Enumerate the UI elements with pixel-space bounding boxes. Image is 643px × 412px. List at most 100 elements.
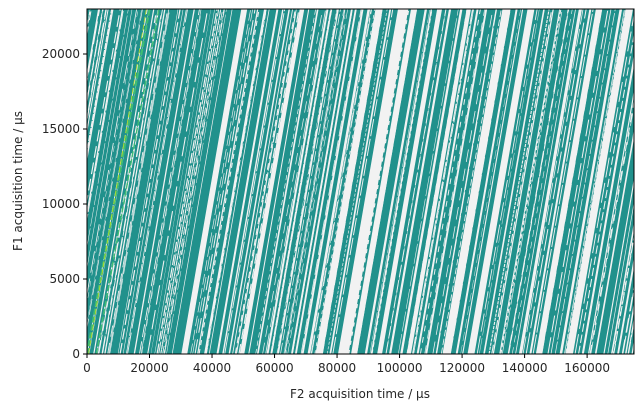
stripe-gap-57 — [365, 9, 427, 354]
x-tick-label-5: 100000 — [377, 361, 423, 375]
stripe-gap-67 — [87, 9, 107, 122]
stripe-gap-127 — [162, 9, 224, 354]
stripe-gap-24 — [332, 9, 394, 354]
stripe-gap-18 — [291, 9, 353, 354]
stripe-gap-131 — [127, 9, 188, 354]
stripe-gap-129 — [385, 9, 447, 354]
stripe-gap-30 — [242, 9, 304, 354]
heatmap-stripe-53 — [457, 9, 523, 354]
heatmap-stripe-70 — [604, 184, 634, 354]
stripe-gap-68 — [522, 9, 584, 354]
stripe-gap-120 — [277, 9, 339, 354]
x-tick-label-7: 140000 — [502, 361, 548, 375]
bright-ridge — [87, 9, 160, 354]
stripe-gap-8 — [525, 9, 587, 354]
stripe-gap-98 — [424, 9, 486, 354]
stripe-gap-121 — [469, 9, 530, 354]
stripe-gap-78 — [139, 9, 200, 354]
stripe-gap-34 — [622, 286, 634, 354]
heatmap-stripe-8 — [89, 9, 154, 354]
y-tick-label-3: 15000 — [42, 122, 80, 136]
stripe-gap-10 — [578, 32, 634, 354]
heatmap-stripe-57 — [493, 9, 560, 354]
stripe-gap-51 — [300, 9, 362, 354]
x-tick-label-6: 120000 — [439, 361, 485, 375]
heatmap-stripe-60 — [515, 9, 579, 354]
heatmap-stripe-59 — [508, 9, 576, 354]
heatmap-stripe-1 — [87, 9, 99, 73]
heatmap-stripe-69 — [596, 138, 634, 354]
heatmap-stripe-46 — [391, 9, 461, 354]
stripe-gap-15 — [224, 9, 286, 354]
heatmap-stripe-47 — [402, 9, 467, 354]
heatmap-stripe-19 — [172, 9, 242, 354]
stripe-gap-12 — [147, 9, 209, 354]
heatmap-stripe-26 — [230, 9, 293, 354]
heatmap-stripe-74 — [626, 310, 634, 354]
stripe-gap-118 — [158, 9, 220, 354]
stripe-gap-101 — [265, 9, 327, 354]
heatmap-stripe-65 — [562, 9, 626, 354]
stripe-gap-80 — [164, 9, 225, 354]
heatmap-stripe-35 — [292, 9, 355, 354]
stripe-gap-54 — [356, 9, 418, 354]
x-axis-label: F2 acquisition time / µs — [290, 387, 430, 401]
stripe-gap-71 — [311, 9, 373, 354]
x-tick-label-2: 40000 — [193, 361, 231, 375]
heatmap-stripe-4 — [87, 9, 122, 210]
heatmap-stripe-16 — [151, 9, 215, 354]
stripe-gap-53 — [554, 9, 616, 354]
stripe-gap-135 — [87, 9, 124, 222]
y-tick-label-2: 10000 — [42, 197, 80, 211]
heatmap-stripe-72 — [612, 230, 634, 354]
heatmap-stripe-6 — [87, 9, 142, 323]
stripe-gap-86 — [87, 9, 101, 85]
heatmap-stripe-11 — [109, 9, 178, 354]
stripe-gap-55 — [320, 9, 382, 354]
stripe-gap-91 — [182, 9, 244, 354]
stripe-gap-33 — [87, 9, 121, 204]
ridge-line-0 — [87, 9, 151, 354]
x-tick-label-3: 60000 — [255, 361, 293, 375]
heatmap-stripe-36 — [296, 9, 362, 354]
heatmap-stripe-21 — [198, 9, 265, 354]
heatmap-stripe-62 — [531, 9, 596, 354]
stripe-gap-107 — [345, 9, 407, 354]
plot-frame — [86, 8, 635, 355]
stripe-gap-56 — [322, 9, 383, 354]
stripe-gap-77 — [508, 9, 570, 354]
heatmap-stripe-39 — [322, 9, 390, 354]
stripe-gap-45 — [190, 9, 251, 354]
stripe-gap-119 — [87, 9, 104, 105]
stripe-gap-60 — [87, 9, 129, 249]
stripe-gap-7 — [479, 9, 540, 354]
stripe-gap-126 — [125, 9, 187, 354]
x-tick-label-0: 0 — [83, 361, 91, 375]
stripe-gap-13 — [163, 9, 225, 354]
heatmap-stripe-55 — [474, 9, 544, 354]
stripe-gap-97 — [101, 9, 163, 354]
stripe-gap-83 — [107, 9, 169, 354]
stripe-gap-88 — [238, 9, 300, 354]
heatmap-stripe-10 — [105, 9, 169, 354]
heatmap-stripe-66 — [572, 9, 634, 354]
heatmap-stripe-2 — [87, 9, 108, 128]
stripe-gap-124 — [166, 9, 227, 354]
heatmap-stripe-28 — [244, 9, 309, 354]
stripe-gap-90 — [280, 9, 341, 354]
stripe-gap-105 — [500, 9, 562, 354]
stripe-gap-139 — [234, 9, 296, 354]
heatmap-stripe-52 — [450, 9, 516, 354]
stripe-gap-74 — [109, 9, 171, 354]
stripe-gap-22 — [590, 103, 634, 354]
stripe-gap-26 — [326, 9, 388, 354]
heatmap-stripe-73 — [618, 267, 634, 354]
stripe-gap-21 — [511, 9, 573, 354]
heatmap-stripe-42 — [357, 9, 425, 354]
x-tick-label-8: 160000 — [564, 361, 610, 375]
stripe-gap-62 — [156, 9, 218, 354]
stripe-gap-59 — [310, 9, 372, 354]
stripe-gap-138 — [537, 9, 599, 354]
stripe-gap-81 — [532, 9, 594, 354]
